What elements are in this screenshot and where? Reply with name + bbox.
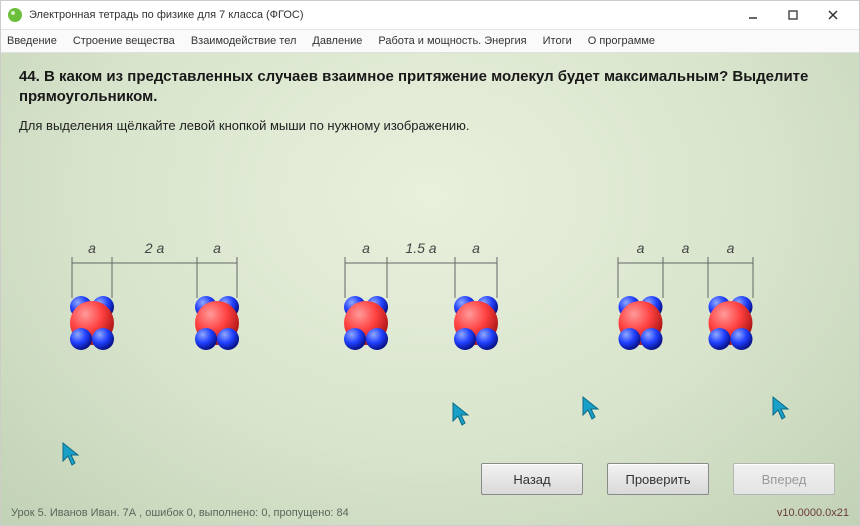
version-text: v10.0000.0x21 [777, 507, 849, 519]
svg-text:1.5 a: 1.5 a [405, 240, 436, 256]
answer-option-1[interactable]: a 2 a a [42, 228, 272, 398]
window-controls [733, 2, 853, 28]
window-title: Электронная тетрадь по физике для 7 клас… [29, 9, 733, 21]
content-area: 44. В каком из представленных случаев вз… [1, 53, 859, 525]
question-hint: Для выделения щёлкайте левой кнопкой мыш… [19, 118, 841, 133]
question-number: 44. [19, 68, 40, 85]
svg-text:a: a [726, 240, 734, 256]
diagram-row: a 2 a a [1, 228, 859, 398]
button-row: Назад Проверить Вперед [481, 463, 835, 495]
svg-text:a: a [213, 240, 221, 256]
menu-item[interactable]: Давление [312, 35, 362, 47]
footer: Назад Проверить Вперед Урок 5. Иванов Ив… [1, 463, 859, 525]
svg-text:a: a [88, 240, 96, 256]
menu-item[interactable]: Итоги [543, 35, 572, 47]
next-button[interactable]: Вперед [733, 463, 835, 495]
menu-item[interactable]: Строение вещества [73, 35, 175, 47]
svg-text:a: a [362, 240, 370, 256]
svg-text:a: a [472, 240, 480, 256]
svg-text:2 a: 2 a [144, 240, 165, 256]
status-text: Урок 5. Иванов Иван. 7А , ошибок 0, выпо… [11, 507, 349, 519]
svg-text:a: a [681, 240, 689, 256]
answer-option-3[interactable]: aaa [588, 228, 818, 398]
menu-item[interactable]: Работа и мощность. Энергия [378, 35, 526, 47]
menu-item[interactable]: О программе [588, 35, 655, 47]
app-icon [7, 7, 23, 23]
question-text: В каком из представленных случаев взаимн… [19, 68, 808, 105]
app-window: Электронная тетрадь по физике для 7 клас… [0, 0, 860, 526]
close-button[interactable] [813, 2, 853, 28]
question-title: 44. В каком из представленных случаев вз… [19, 67, 841, 108]
svg-text:a: a [636, 240, 644, 256]
check-button[interactable]: Проверить [607, 463, 709, 495]
menu-item[interactable]: Взаимодействие тел [191, 35, 297, 47]
titlebar: Электронная тетрадь по физике для 7 клас… [1, 1, 859, 30]
menubar: Введение Строение вещества Взаимодействие … [1, 30, 859, 53]
menu-item[interactable]: Введение [7, 35, 57, 47]
minimize-button[interactable] [733, 2, 773, 28]
back-button[interactable]: Назад [481, 463, 583, 495]
answer-option-2[interactable]: a 1.5 a a [315, 228, 545, 398]
maximize-button[interactable] [773, 2, 813, 28]
